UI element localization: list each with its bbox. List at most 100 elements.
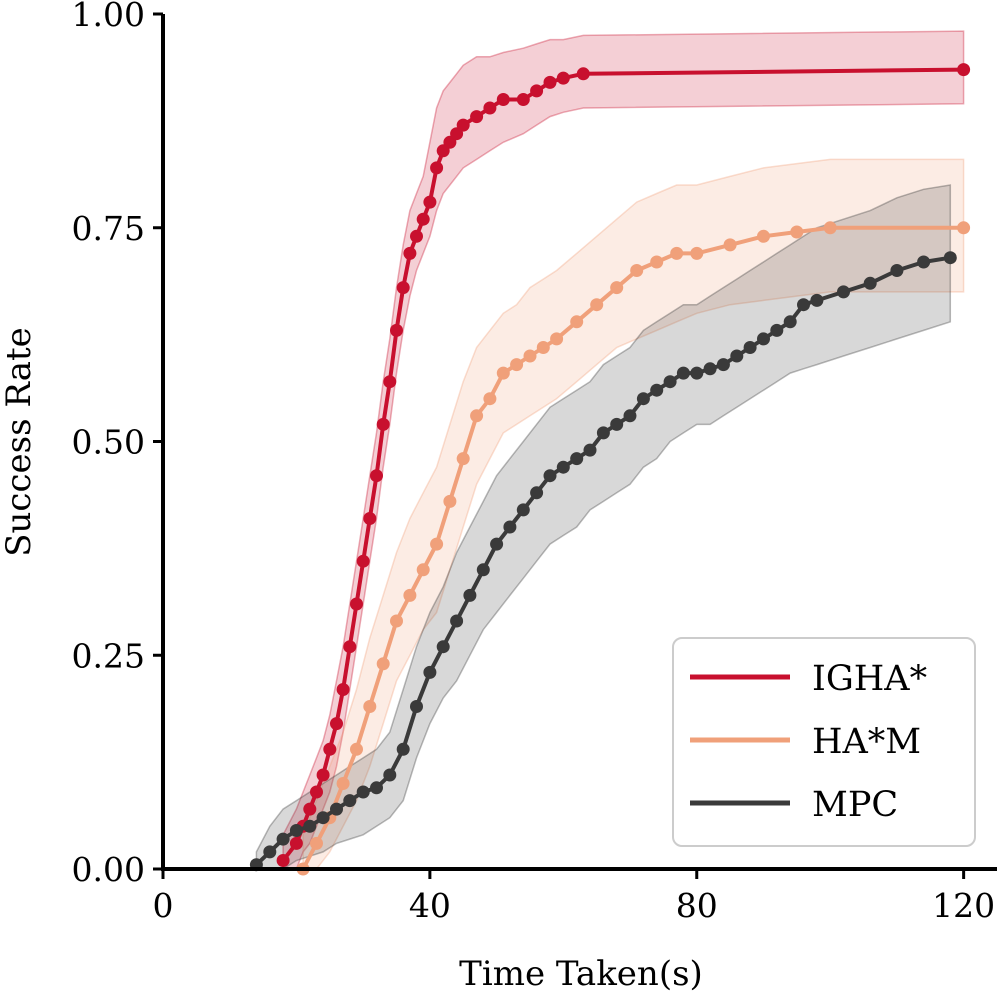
mpc-point	[356, 785, 370, 799]
mpc-point	[410, 700, 423, 713]
mpc-point	[743, 341, 757, 354]
ha-starm-point	[590, 298, 604, 312]
mpc-point	[650, 383, 664, 397]
igha-star-point	[483, 101, 497, 115]
mpc-series	[249, 251, 957, 872]
igha-star-point	[416, 212, 430, 226]
igha-star-point	[383, 375, 397, 389]
igha-star-point	[316, 768, 330, 782]
mpc-point	[583, 443, 597, 457]
igha-star-point	[276, 854, 290, 867]
igha-star-point	[396, 281, 410, 295]
ha-starm-point	[496, 366, 510, 380]
ha-starm-point	[310, 836, 323, 850]
legend-label-igha-star: IGHA*	[812, 659, 927, 699]
igha-star-point	[957, 63, 971, 77]
mpc-point	[450, 614, 464, 628]
mpc-point	[343, 794, 357, 808]
mpc-point	[837, 285, 850, 299]
mpc-point	[303, 819, 317, 833]
mpc-point	[676, 366, 690, 380]
mpc-point	[783, 315, 797, 329]
ha-starm-point	[376, 657, 390, 671]
mpc-point	[610, 417, 624, 431]
mpc-point	[490, 537, 504, 551]
ha-starm-point	[723, 238, 737, 252]
mpc-point	[316, 811, 330, 825]
ha-starm-point	[443, 494, 457, 508]
ha-starm-point	[630, 264, 644, 277]
igha-star-point	[336, 683, 350, 696]
mpc-point	[703, 362, 717, 376]
legend-label-ha-starm: HA*M	[812, 722, 921, 762]
igha-star-point	[343, 640, 357, 654]
ha-starm-point	[456, 452, 470, 466]
mpc-point	[636, 392, 650, 406]
ha-starm-point	[483, 392, 497, 406]
igha-star-point	[456, 118, 470, 132]
mpc-point	[917, 255, 931, 269]
y-tick-label: 0.00	[72, 850, 145, 889]
mpc-point	[330, 802, 343, 816]
igha-star-point	[356, 554, 370, 568]
mpc-point	[276, 832, 290, 846]
ha-starm-point	[670, 246, 684, 260]
mpc-point	[476, 563, 490, 577]
x-tick-label: 0	[153, 886, 174, 925]
ha-starm-series	[296, 221, 971, 876]
mpc-point	[503, 520, 517, 534]
mpc-band	[255, 184, 952, 870]
ha-starm-point	[570, 315, 584, 329]
ha-starm-point	[536, 341, 550, 354]
series-lines	[249, 63, 971, 876]
mpc-point	[556, 460, 570, 474]
mpc-point	[370, 781, 383, 795]
igha-star-point	[556, 71, 570, 85]
mpc-point	[463, 588, 477, 602]
x-tick-label: 80	[676, 886, 718, 925]
igha-star-point	[530, 84, 544, 98]
mpc-point	[516, 503, 530, 517]
legend-frame	[672, 637, 976, 847]
igha-star-series	[276, 63, 971, 867]
ha-starm-point	[363, 700, 377, 713]
mpc-point	[797, 298, 810, 312]
x-tick-label: 120	[932, 886, 995, 925]
mpc-point	[810, 293, 824, 307]
ha-starm-point	[523, 349, 537, 363]
y-tick-label: 0.50	[72, 423, 145, 462]
ha-starm-point	[390, 614, 403, 628]
legend-label-mpc: MPC	[812, 785, 898, 825]
ha-starm-point	[550, 332, 564, 346]
igha-star-point	[376, 417, 390, 431]
x-tick-label: 40	[409, 886, 451, 925]
igha-star-point	[423, 195, 437, 209]
mpc-point	[690, 366, 704, 380]
ha-starm-point	[470, 409, 484, 423]
igha-star-point	[390, 323, 403, 337]
ha-starm-point	[336, 777, 350, 790]
igha-star-point	[370, 469, 383, 483]
igha-star-point	[303, 802, 317, 816]
mpc-point	[757, 332, 770, 346]
mpc-point	[383, 768, 397, 782]
x-ticks: 0 40 80 120	[153, 869, 995, 925]
y-ticks: 0.00 0.25 0.50 0.75 1.00	[72, 0, 163, 889]
igha-star-point	[323, 742, 337, 756]
mpc-point	[716, 358, 730, 372]
igha-star-point	[363, 512, 377, 525]
mpc-point	[890, 264, 904, 277]
y-tick-label: 0.25	[72, 636, 145, 675]
ha-starm-point	[510, 358, 524, 372]
igha-star-point	[576, 67, 590, 81]
ha-starm-band	[302, 158, 965, 870]
legend: IGHA* HA*M MPC	[672, 637, 976, 847]
mpc-point	[570, 452, 584, 466]
y-tick-label: 0.75	[72, 209, 145, 248]
mpc-point	[596, 426, 610, 440]
mpc-point	[623, 409, 637, 423]
ha-starm-point	[610, 281, 624, 295]
igha-star-point	[289, 836, 303, 850]
ha-starm-point	[957, 221, 971, 235]
ha-starm-point	[350, 742, 363, 756]
